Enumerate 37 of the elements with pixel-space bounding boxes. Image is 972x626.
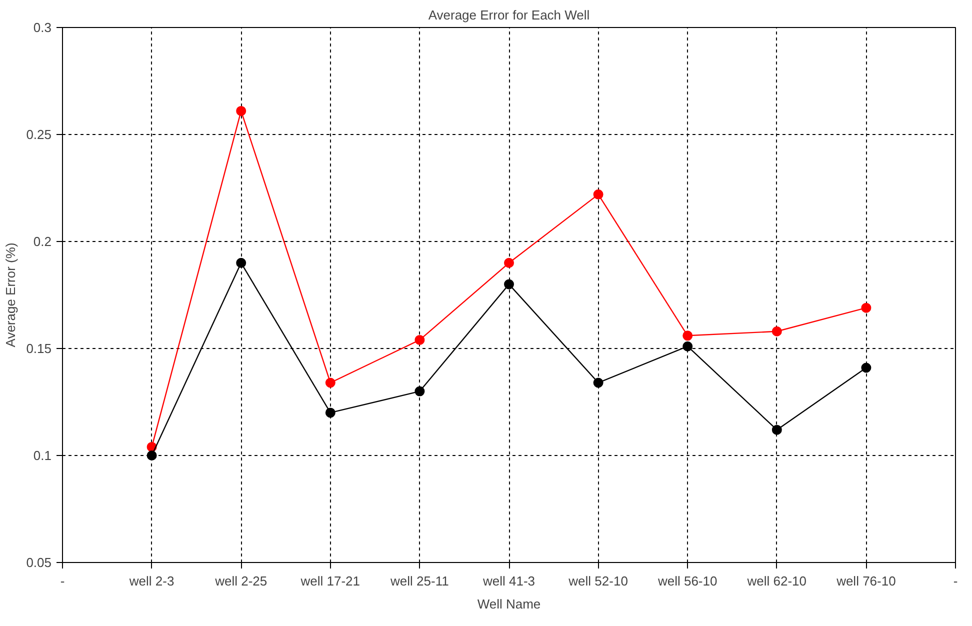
x-tick-label: well 76-10 <box>836 574 896 588</box>
x-tick-label: well 52-10 <box>568 574 628 588</box>
y-tick-label: 0.2 <box>33 234 52 249</box>
point <box>504 258 514 268</box>
point <box>146 450 157 460</box>
point <box>414 386 425 396</box>
x-tick-label: - <box>60 574 65 588</box>
point <box>772 424 782 435</box>
point <box>325 378 336 388</box>
x-tick-label: well 25-11 <box>390 574 449 588</box>
x-tick-label: well 17-21 <box>300 574 360 588</box>
x-tick-label: well 2-3 <box>128 574 174 588</box>
y-tick-label: 0.3 <box>33 20 52 35</box>
point <box>861 362 872 373</box>
y-tick-label: 0.05 <box>26 555 52 570</box>
x-axis-title: Well Name <box>477 596 541 612</box>
point <box>236 106 246 116</box>
y-tick-label: 0.1 <box>33 448 52 463</box>
point <box>414 334 425 345</box>
x-tick-label: well 2-25 <box>214 574 268 588</box>
chart-title: Average Error for Each Well <box>428 8 590 22</box>
y-tick-label: 0.25 <box>26 127 52 142</box>
point <box>682 330 693 341</box>
point <box>861 302 872 313</box>
x-tick-label: well 62-10 <box>746 574 807 588</box>
y-tick-label: 0.15 <box>26 341 52 356</box>
y-axis-title: Average Error (%) <box>3 242 18 348</box>
x-tick-label: well 56-10 <box>656 574 718 588</box>
point <box>504 279 514 290</box>
point <box>236 258 246 268</box>
point <box>593 378 604 388</box>
point <box>593 189 604 200</box>
x-tick-label: - <box>953 574 958 588</box>
x-tick-label: well 41-3 <box>482 574 536 588</box>
point <box>682 341 693 352</box>
point <box>772 326 782 336</box>
point <box>325 408 336 418</box>
